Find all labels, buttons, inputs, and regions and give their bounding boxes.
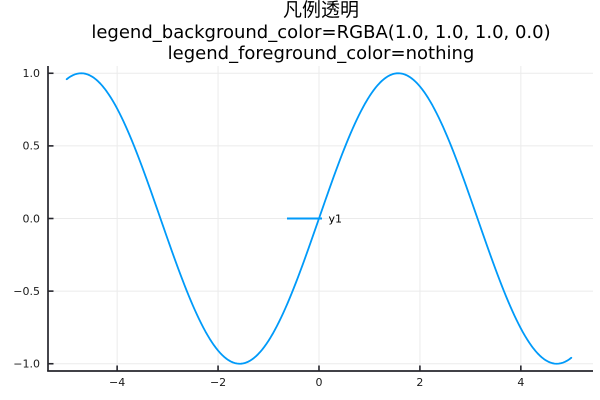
plot-title: 凡例透明 legend_background_color=RGBA(1.0, 1… [21, 0, 600, 65]
y-tick-label: 1.0 [23, 67, 41, 80]
y-tick-label: −0.5 [13, 285, 40, 298]
x-tick-label: 0 [315, 376, 322, 389]
plot-title-sub2: legend_foreground_color=nothing [167, 43, 475, 64]
y-tick-label: 0.5 [23, 140, 41, 153]
x-tick-label: −4 [109, 376, 125, 389]
legend-label: y1 [329, 213, 343, 226]
x-tick-label: 2 [416, 376, 423, 389]
plot-title-sub1: legend_background_color=RGBA(1.0, 1.0, 1… [91, 21, 551, 43]
plot-title-main: 凡例透明 [282, 0, 359, 21]
x-tick-label: −2 [210, 376, 226, 389]
y-tick-label: −1.0 [13, 358, 40, 371]
x-tick-label: 4 [517, 376, 524, 389]
y-tick-label: 0.0 [23, 212, 41, 225]
